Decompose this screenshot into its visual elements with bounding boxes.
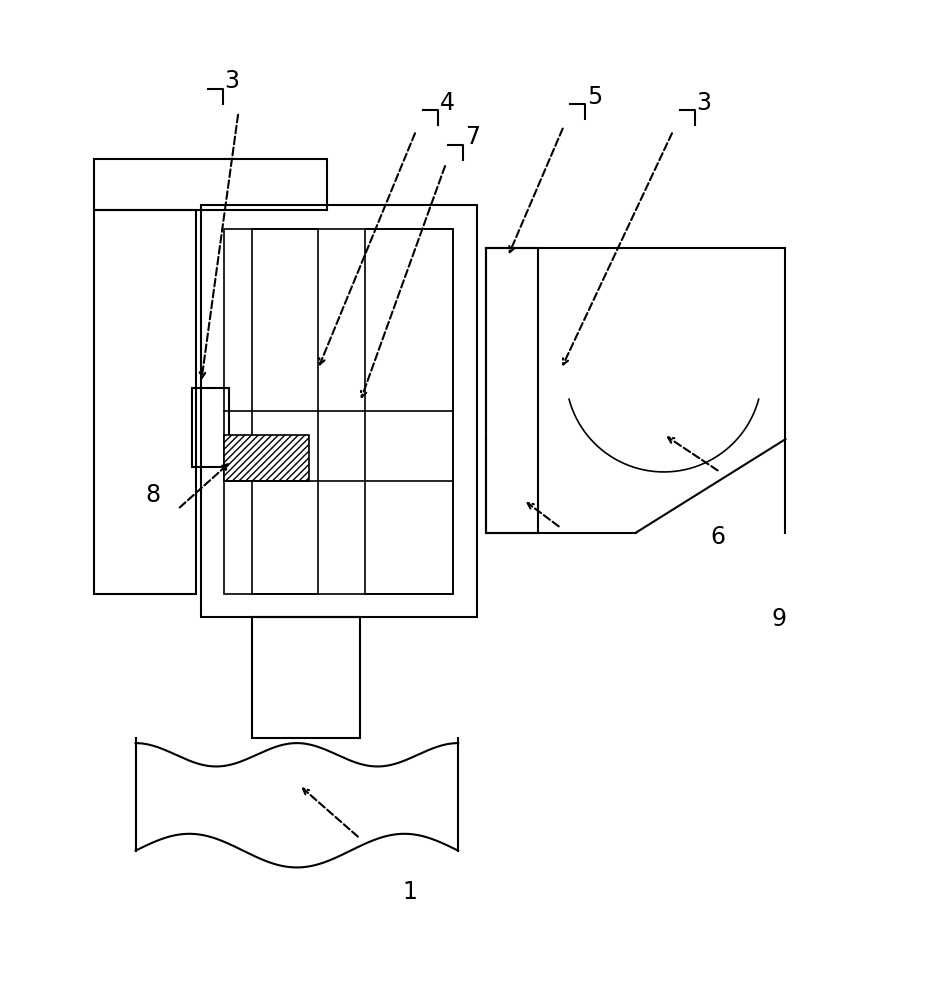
- Bar: [252, 617, 360, 738]
- Bar: [486, 248, 538, 533]
- Text: 8: 8: [146, 483, 161, 507]
- Text: 5: 5: [587, 85, 602, 109]
- Text: 4: 4: [439, 91, 454, 115]
- Text: 6: 6: [711, 525, 726, 549]
- Bar: [224, 229, 453, 593]
- Bar: [192, 388, 229, 467]
- Bar: [224, 435, 309, 481]
- Text: 3: 3: [224, 69, 239, 93]
- Bar: [94, 159, 327, 210]
- Bar: [252, 229, 318, 593]
- Text: 1: 1: [402, 880, 417, 904]
- Bar: [94, 210, 196, 593]
- Text: 3: 3: [697, 91, 712, 115]
- Text: 9: 9: [771, 607, 786, 631]
- Bar: [201, 205, 477, 617]
- Text: 7: 7: [465, 125, 480, 149]
- Bar: [365, 229, 453, 593]
